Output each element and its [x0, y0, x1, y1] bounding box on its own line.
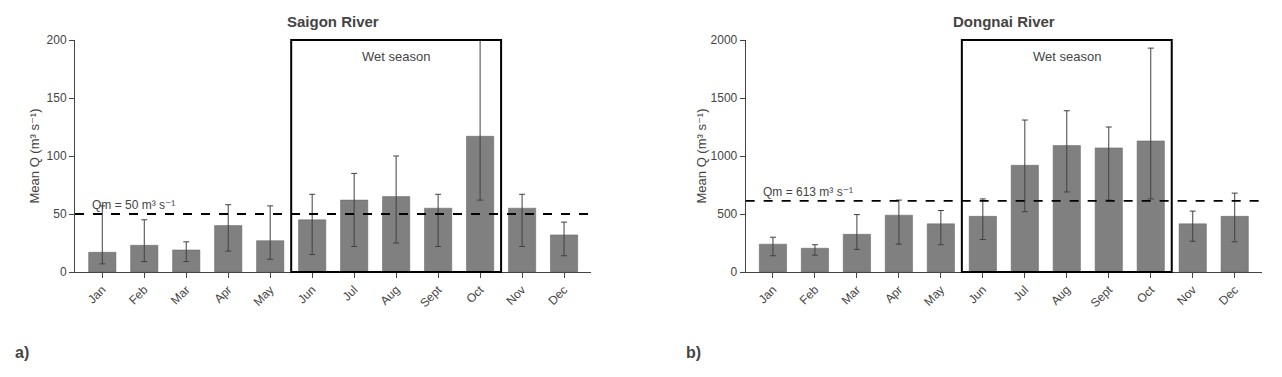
svg-text:Mar: Mar	[168, 283, 193, 308]
svg-text:500: 500	[717, 207, 737, 221]
svg-text:200: 200	[47, 33, 67, 47]
svg-text:1000: 1000	[711, 149, 738, 163]
svg-text:May: May	[251, 283, 277, 309]
svg-text:Jul: Jul	[340, 283, 361, 304]
svg-text:a): a)	[15, 344, 29, 361]
svg-text:Mean Q (m³ s⁻¹): Mean Q (m³ s⁻¹)	[27, 109, 42, 204]
svg-text:Oct: Oct	[1134, 282, 1158, 306]
svg-text:100: 100	[47, 149, 67, 163]
svg-text:Jan: Jan	[85, 283, 109, 307]
svg-text:Mar: Mar	[839, 283, 864, 308]
svg-text:Jan: Jan	[756, 283, 780, 307]
svg-text:Jul: Jul	[1010, 283, 1031, 304]
svg-text:1500: 1500	[711, 91, 738, 105]
svg-text:Sept: Sept	[1088, 282, 1116, 310]
svg-text:Aug: Aug	[1048, 283, 1073, 308]
svg-text:2000: 2000	[711, 33, 738, 47]
svg-text:Jun: Jun	[295, 283, 319, 307]
svg-text:May: May	[921, 283, 947, 309]
svg-text:Nov: Nov	[1174, 283, 1199, 308]
svg-text:Saigon River: Saigon River	[287, 13, 379, 30]
svg-text:Nov: Nov	[503, 283, 528, 308]
svg-text:Jun: Jun	[966, 283, 990, 307]
svg-text:Feb: Feb	[797, 283, 822, 308]
svg-text:150: 150	[47, 91, 67, 105]
svg-text:Wet season: Wet season	[1033, 49, 1101, 64]
svg-text:50: 50	[53, 207, 67, 221]
svg-text:Dongnai River: Dongnai River	[953, 13, 1055, 30]
svg-text:Mean Q (m³ s⁻¹): Mean Q (m³ s⁻¹)	[694, 109, 709, 204]
svg-text:Wet season: Wet season	[362, 49, 430, 64]
svg-text:Apr: Apr	[882, 283, 905, 306]
svg-text:Oct: Oct	[463, 282, 487, 306]
svg-text:Feb: Feb	[126, 283, 151, 308]
svg-text:0: 0	[731, 265, 738, 279]
svg-text:Qm = 613 m³ s⁻¹: Qm = 613 m³ s⁻¹	[763, 185, 853, 199]
svg-text:Sept: Sept	[417, 282, 445, 310]
svg-text:Apr: Apr	[211, 283, 234, 306]
svg-text:0: 0	[60, 265, 67, 279]
svg-text:Dec: Dec	[1216, 283, 1241, 308]
svg-text:Dec: Dec	[545, 283, 570, 308]
svg-text:b): b)	[686, 344, 701, 361]
svg-text:Qm = 50 m³ s⁻¹: Qm = 50 m³ s⁻¹	[92, 198, 175, 212]
svg-text:Aug: Aug	[378, 283, 403, 308]
